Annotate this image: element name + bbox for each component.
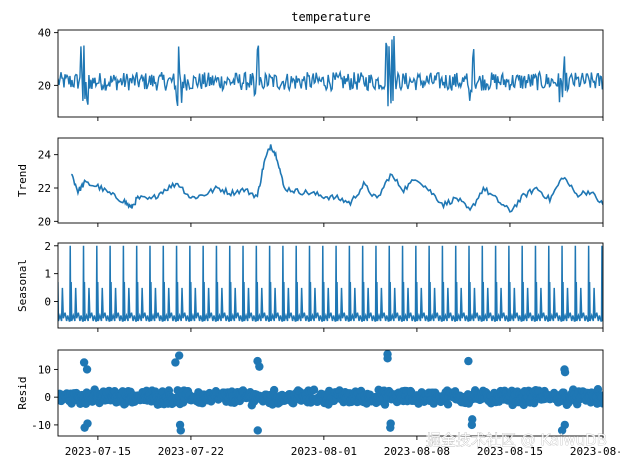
resid-outlier-point <box>386 423 395 432</box>
resid-outlier-point <box>255 362 264 371</box>
ylabel-resid: Resid <box>16 376 29 409</box>
resid-outlier-point <box>171 358 180 367</box>
ytick-label: 0 <box>44 296 51 309</box>
panel-seasonal: 0 1 2 Seasonal <box>16 240 604 332</box>
panel-frame-observed <box>57 29 604 118</box>
resid-outlier-point <box>176 426 185 435</box>
panels-group: 2040202224Trend012Seasonal-100102023-07-… <box>16 27 620 458</box>
ytick-label: 1 <box>44 268 51 281</box>
data-trend <box>70 144 603 213</box>
ytick-label: 0 <box>44 391 51 404</box>
data-resid <box>58 350 603 435</box>
trend-series-line <box>70 144 603 213</box>
resid-outlier-point <box>174 351 184 360</box>
panel-trend: 20 22 24 Trend <box>16 137 604 228</box>
ytick-label: 40 <box>38 27 51 40</box>
xtick-label: 2023-08-22 <box>570 445 620 458</box>
resid-point <box>443 400 453 409</box>
resid-outlier-point <box>383 354 392 363</box>
resid-outlier-point <box>467 420 477 430</box>
xtick-label: 2023-08-01 <box>291 445 357 458</box>
seasonal-series-line <box>58 245 603 322</box>
ylabel-trend: Trend <box>16 164 29 197</box>
xtick-label: 2023-08-15 <box>477 445 543 458</box>
panel-frame-resid <box>57 349 604 437</box>
observed-series-line <box>58 35 603 107</box>
ytick-label: 20 <box>38 79 51 92</box>
panel-resid: -10 0 10 2023-07-15 2023-07-22 2023-08-01 2023… <box>16 349 620 458</box>
resid-outlier-point <box>79 358 89 367</box>
xtick-label: 2023-07-15 <box>65 445 131 458</box>
ytick-label: 2 <box>44 240 51 253</box>
xtick-label: 2023-07-22 <box>158 445 224 458</box>
ytick-label: 22 <box>38 182 51 195</box>
ytick-label: -10 <box>31 419 51 432</box>
watermark-text: 掘金技术社区 @ KaiwuDB <box>426 431 607 449</box>
data-observed <box>58 35 603 107</box>
figure-title: temperature <box>291 10 370 24</box>
ytick-label: 24 <box>38 149 52 162</box>
resid-point <box>598 399 603 408</box>
ylabel-seasonal: Seasonal <box>16 259 29 312</box>
resid-point <box>593 385 603 394</box>
resid-outlier-point <box>80 423 89 432</box>
panel-frame-seasonal <box>57 242 604 329</box>
resid-outlier-point <box>560 367 570 377</box>
resid-outlier-point <box>253 426 262 435</box>
xtick-label: 2023-08-08 <box>384 445 450 458</box>
ytick-label: 10 <box>38 363 51 376</box>
resid-outlier-point <box>464 356 473 366</box>
resid-outlier-point <box>82 365 92 374</box>
resid-point <box>597 392 603 402</box>
resid-outlier-point <box>557 426 567 435</box>
panel-frame-trend <box>57 137 604 224</box>
data-seasonal <box>58 245 603 322</box>
resid-point <box>309 385 319 394</box>
ytick-label: 20 <box>38 215 51 228</box>
